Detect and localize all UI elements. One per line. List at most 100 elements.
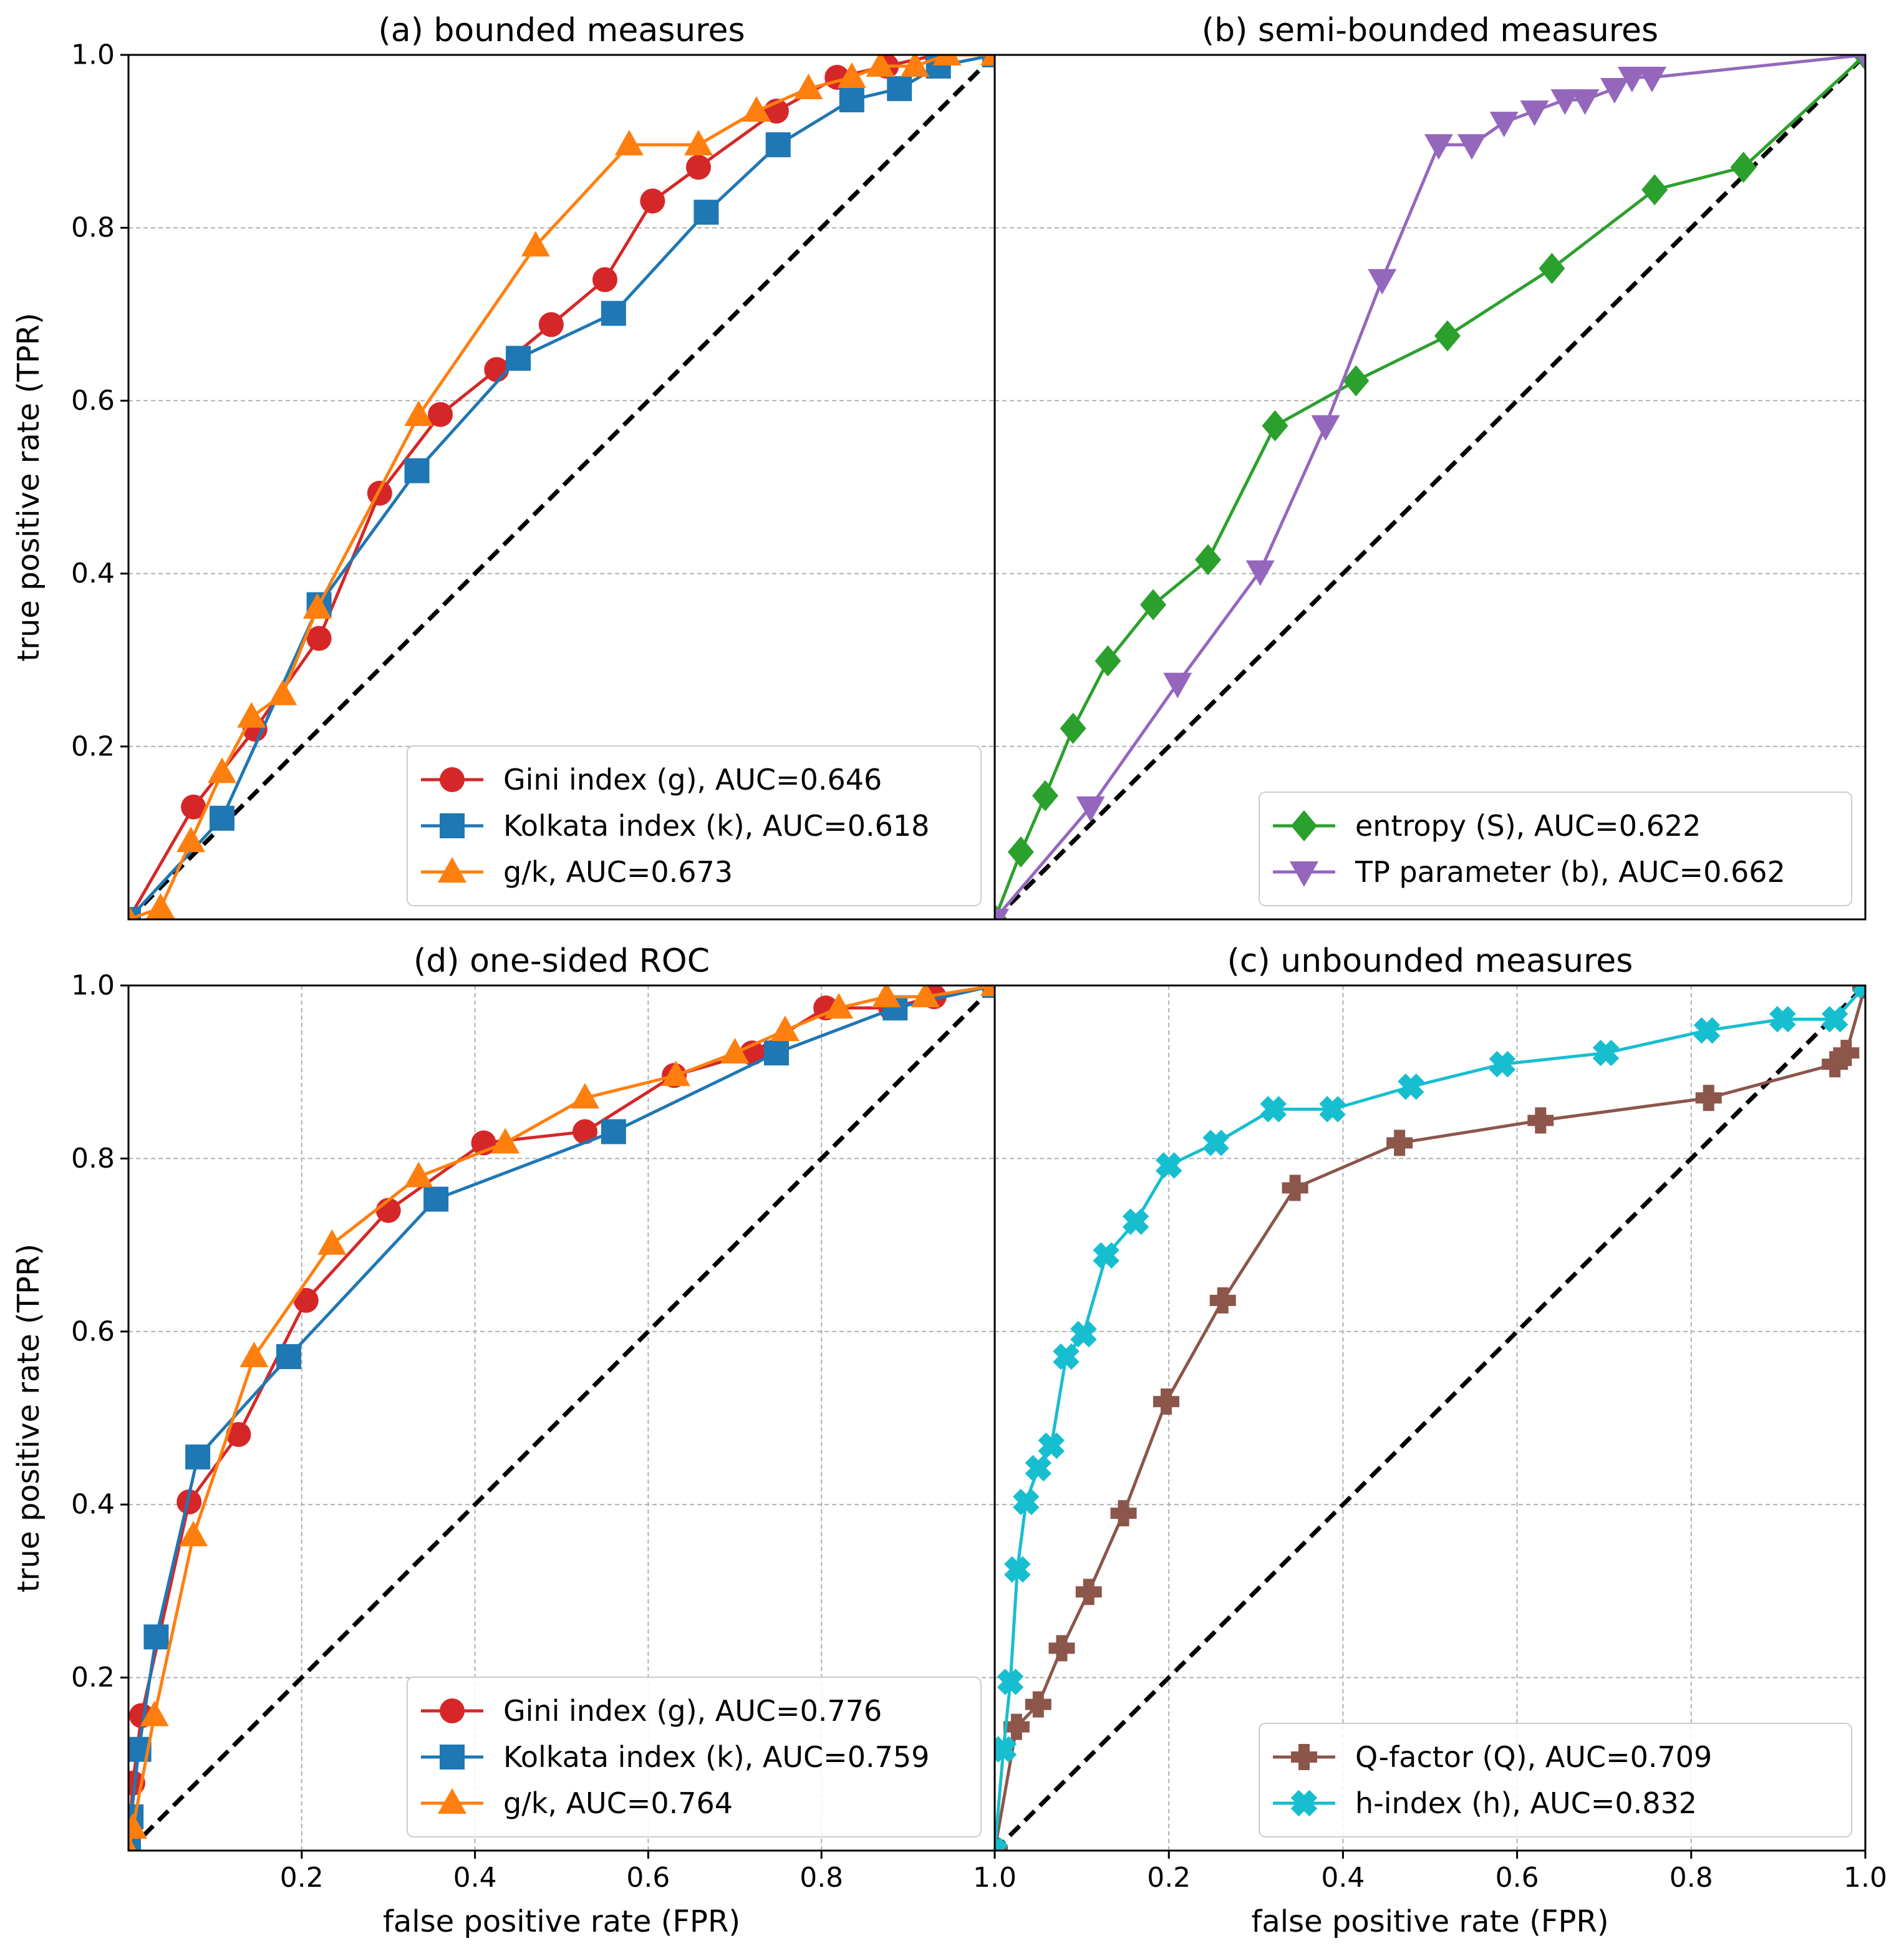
data-point xyxy=(1570,89,1600,115)
data-point xyxy=(601,301,626,326)
legend: Gini index (g), AUC=0.776 Kolkata index (… xyxy=(407,1677,982,1837)
panel-2: (b) semi-bounded measures entropy (S), AU… xyxy=(993,12,1867,921)
plot-area xyxy=(995,55,1865,919)
data-point xyxy=(404,400,433,426)
data-point xyxy=(1520,100,1549,127)
data-point xyxy=(1262,410,1288,442)
y-tick-label: 0.8 xyxy=(71,1143,115,1174)
legend-box xyxy=(1259,1723,1852,1837)
data-point xyxy=(1637,67,1666,93)
data-point xyxy=(306,626,332,651)
data-point xyxy=(1424,134,1453,160)
panel-title: (b) semi-bounded measures xyxy=(1202,12,1658,49)
data-point xyxy=(901,55,930,77)
data-point xyxy=(276,1344,301,1370)
data-point xyxy=(1070,1320,1097,1348)
data-point xyxy=(601,1119,626,1145)
legend-box xyxy=(407,745,982,906)
legend-box xyxy=(1259,792,1852,906)
x-tick-label: 0.8 xyxy=(800,1862,843,1894)
data-point xyxy=(1857,55,1865,70)
legend: Gini index (g), AUC=0.646 Kolkata index (… xyxy=(407,745,982,906)
panel-4: 0.2 0.4 0.6 0.8 1.0 (c) unbounded measures fal… xyxy=(993,942,1887,1939)
y-axis-title: true positive rate (TPR) xyxy=(11,312,46,661)
series-3 xyxy=(128,55,995,919)
series-line xyxy=(995,55,1865,919)
data-point xyxy=(208,757,237,783)
data-point xyxy=(1852,985,1865,999)
data-point xyxy=(1693,1017,1721,1044)
data-point xyxy=(824,993,853,1019)
legend-entry: Kolkata index (k), AUC=0.759 xyxy=(503,1740,929,1774)
data-point xyxy=(1038,1432,1065,1460)
series-2 xyxy=(995,985,1865,1851)
legend-entry: g/k, AUC=0.764 xyxy=(503,1786,733,1820)
data-point xyxy=(1245,560,1275,586)
data-point xyxy=(1489,1051,1516,1078)
data-point xyxy=(573,1119,598,1145)
y-tick-label: 0.4 xyxy=(71,558,115,589)
data-point xyxy=(268,679,297,705)
legend-swatch-marker xyxy=(1291,810,1317,841)
data-point xyxy=(837,62,866,89)
data-point xyxy=(185,1444,211,1469)
data-point xyxy=(128,904,137,919)
plot-area xyxy=(128,985,995,1851)
data-point xyxy=(491,1128,520,1154)
legend-swatch-marker xyxy=(1291,1744,1317,1770)
data-point xyxy=(1195,544,1222,576)
data-point xyxy=(1140,589,1167,621)
data-point xyxy=(995,909,1009,919)
data-point xyxy=(911,985,940,1008)
data-point xyxy=(404,1161,433,1188)
data-point xyxy=(1343,365,1370,397)
x-tick-label: 0.6 xyxy=(1496,1862,1539,1894)
data-point xyxy=(1025,1455,1052,1482)
plot-area xyxy=(128,55,995,919)
data-point xyxy=(302,593,332,619)
data-point xyxy=(128,1836,137,1851)
data-point xyxy=(1368,269,1397,295)
panel-title: (c) unbounded measures xyxy=(1227,942,1633,980)
y-tick-label: 1.0 xyxy=(71,970,115,1002)
data-point xyxy=(1600,78,1629,104)
data-point xyxy=(1319,1096,1346,1123)
series-2 xyxy=(995,55,1865,919)
legend-swatch-marker xyxy=(438,1788,466,1814)
data-point xyxy=(176,826,206,853)
x-axis-title: false positive rate (FPR) xyxy=(383,1904,740,1939)
legend-swatch-marker xyxy=(1290,1789,1318,1817)
data-point xyxy=(1093,1242,1119,1269)
data-point xyxy=(1695,1085,1722,1111)
data-point xyxy=(887,76,912,102)
data-point xyxy=(1527,1107,1554,1134)
data-point xyxy=(1592,1039,1620,1067)
data-point xyxy=(404,458,430,483)
data-point xyxy=(592,267,617,293)
data-point xyxy=(693,200,719,225)
data-point xyxy=(1539,253,1565,284)
panel-title: (d) one-sided ROC xyxy=(413,942,710,980)
legend: Q-factor (Q), AUC=0.709 h-index (h), AUC=… xyxy=(1259,1723,1852,1837)
series-line xyxy=(995,985,1865,1851)
data-point xyxy=(293,1287,319,1313)
data-point xyxy=(210,805,235,831)
data-point xyxy=(179,1521,208,1547)
x-tick-label: 0.4 xyxy=(1321,1862,1365,1894)
panel-3: 0.2 0.4 0.6 0.8 1.0 0.2 0.4 0.6 0.8 1.0 (d) one-si… xyxy=(11,942,1017,1939)
panel-title: (a) bounded measures xyxy=(378,12,745,49)
axes-frame xyxy=(993,54,1867,921)
data-point xyxy=(521,231,550,257)
data-point xyxy=(506,346,531,371)
x-tick-label: 0.4 xyxy=(453,1862,497,1894)
series-3 xyxy=(128,985,995,1851)
data-point xyxy=(1155,1152,1182,1179)
y-tick-label: 1.0 xyxy=(71,39,115,71)
data-point xyxy=(143,1624,169,1650)
data-point xyxy=(995,1837,1008,1851)
y-tick-label: 0.8 xyxy=(71,212,115,244)
data-point xyxy=(932,55,962,65)
data-point xyxy=(1004,1556,1031,1583)
data-point xyxy=(1003,1713,1030,1740)
legend-entry: entropy (S), AUC=0.622 xyxy=(1355,809,1701,843)
